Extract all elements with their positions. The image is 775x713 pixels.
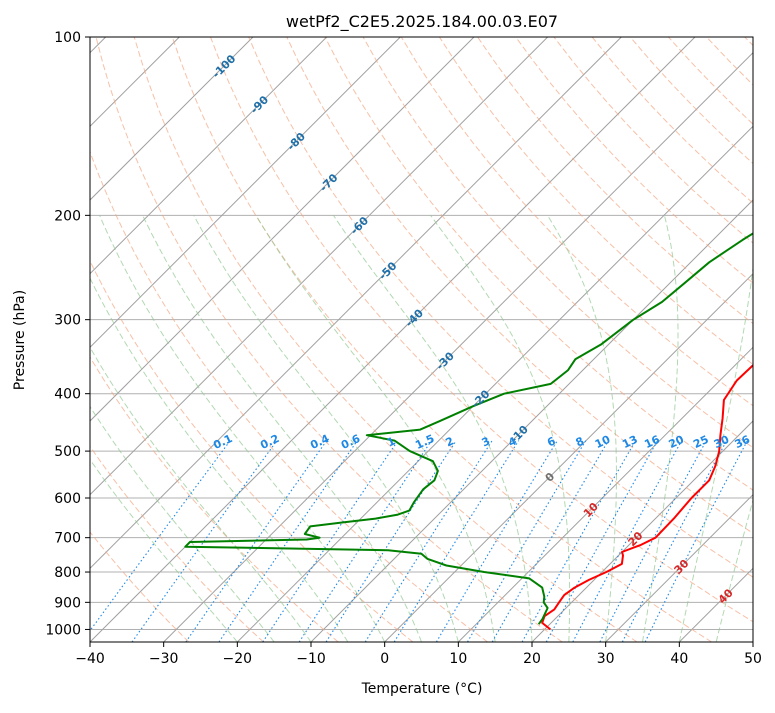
x-tick-label-1: −30	[149, 651, 179, 667]
x-tick-label-5: 10	[449, 651, 467, 667]
x-tick-label-7: 30	[597, 651, 615, 667]
mixing-ratio-label-16: 30	[712, 433, 732, 451]
isotherm-line	[0, 37, 253, 642]
isotherm-label-13: 30	[672, 557, 692, 577]
dry-adiabat-line	[0, 37, 338, 642]
y-tick-label-8: 900	[54, 595, 81, 611]
y-tick-label-1: 200	[54, 208, 81, 224]
mixing-ratio-label-1: 0.2	[258, 432, 281, 452]
moist-adiabat-line	[643, 215, 679, 642]
dry-adiabat-line	[668, 37, 775, 642]
plot-frame	[90, 37, 753, 642]
mixing-ratio-label-14: 20	[667, 433, 687, 451]
mixing-ratio-line-17	[645, 441, 747, 642]
y-tick-label-0: 100	[54, 30, 81, 46]
x-tick-label-3: −10	[296, 651, 326, 667]
y-tick-label-5: 600	[54, 491, 81, 507]
mixing-ratio-line-15	[600, 441, 706, 642]
sounding-profiles	[185, 37, 775, 629]
dry-adiabat-line	[592, 37, 775, 642]
isotherm-label-7: -30	[434, 349, 457, 372]
x-tick-label-9: 50	[744, 651, 762, 667]
chart-title: wetPf2_C2E5.2025.184.00.03.E07	[286, 12, 558, 32]
x-tick-label-0: −40	[75, 651, 105, 667]
axis-ticks: −40 −30 −20 −10 0 10 20 30 40 50 100 200 300 400 500 60…	[45, 30, 762, 667]
dry-adiabat-line	[0, 37, 264, 642]
isotherm-line	[0, 37, 400, 642]
y-tick-label-4: 500	[54, 444, 81, 460]
y-tick-label-9: 1000	[45, 622, 81, 638]
y-tick-label-6: 700	[54, 531, 81, 547]
x-axis-label: Temperature (°C)	[361, 681, 483, 697]
dry-adiabat-line	[20, 37, 413, 642]
x-tick-label-6: 20	[523, 651, 541, 667]
dewpoint-profile-line	[185, 37, 775, 624]
isotherm-line	[753, 37, 775, 642]
background-reference-lines	[0, 37, 775, 642]
moist-adiabat-line	[679, 215, 758, 642]
mixing-ratio-label-13: 16	[642, 433, 662, 451]
isotherm-line	[16, 37, 621, 642]
x-tick-label-8: 40	[670, 651, 688, 667]
isotherm-line	[0, 37, 327, 642]
x-tick-label-4: 0	[380, 651, 389, 667]
dry-adiabat-line	[134, 37, 637, 642]
y-axis-label: Pressure (hPa)	[12, 290, 28, 390]
moist-adiabat-line	[333, 215, 532, 642]
isotherm-line	[164, 37, 769, 642]
mixing-ratio-line-4	[263, 441, 398, 642]
mixing-ratio-label-2: 0.4	[308, 432, 331, 452]
mixing-ratio-line-8	[394, 441, 519, 642]
x-tick-label-2: −20	[223, 651, 253, 667]
isotherm-line	[458, 37, 775, 642]
mixing-ratio-label-3: 0.6	[339, 432, 362, 452]
mixing-ratio-label-11: 10	[593, 433, 613, 451]
mixing-ratio-label-12: 13	[620, 433, 639, 451]
mixing-ratio-label-7: 3	[480, 434, 492, 449]
dry-adiabat-line	[58, 37, 488, 642]
mixing-ratio-line-7	[365, 441, 492, 642]
isotherm-line	[679, 37, 775, 642]
mixing-ratio-label-0: 0.1	[211, 432, 234, 452]
isotherm-line	[311, 37, 775, 642]
isotherm-label-1: -90	[248, 93, 271, 116]
isotherm-label-14: 40	[716, 586, 736, 606]
isotherm-label-0: -100	[210, 52, 239, 81]
y-tick-label-2: 300	[54, 313, 81, 329]
y-tick-label-3: 400	[54, 387, 81, 403]
y-tick-label-7: 800	[54, 565, 81, 581]
isotherm-line	[237, 37, 775, 642]
mixing-ratio-label-5: 1.5	[413, 432, 436, 452]
dry-adiabat-line	[707, 37, 775, 642]
moist-adiabat-line	[0, 215, 237, 642]
mixing-ratio-label-6: 2	[444, 434, 456, 449]
dry-adiabat-line	[745, 37, 775, 642]
moist-adiabat-line	[194, 215, 459, 642]
